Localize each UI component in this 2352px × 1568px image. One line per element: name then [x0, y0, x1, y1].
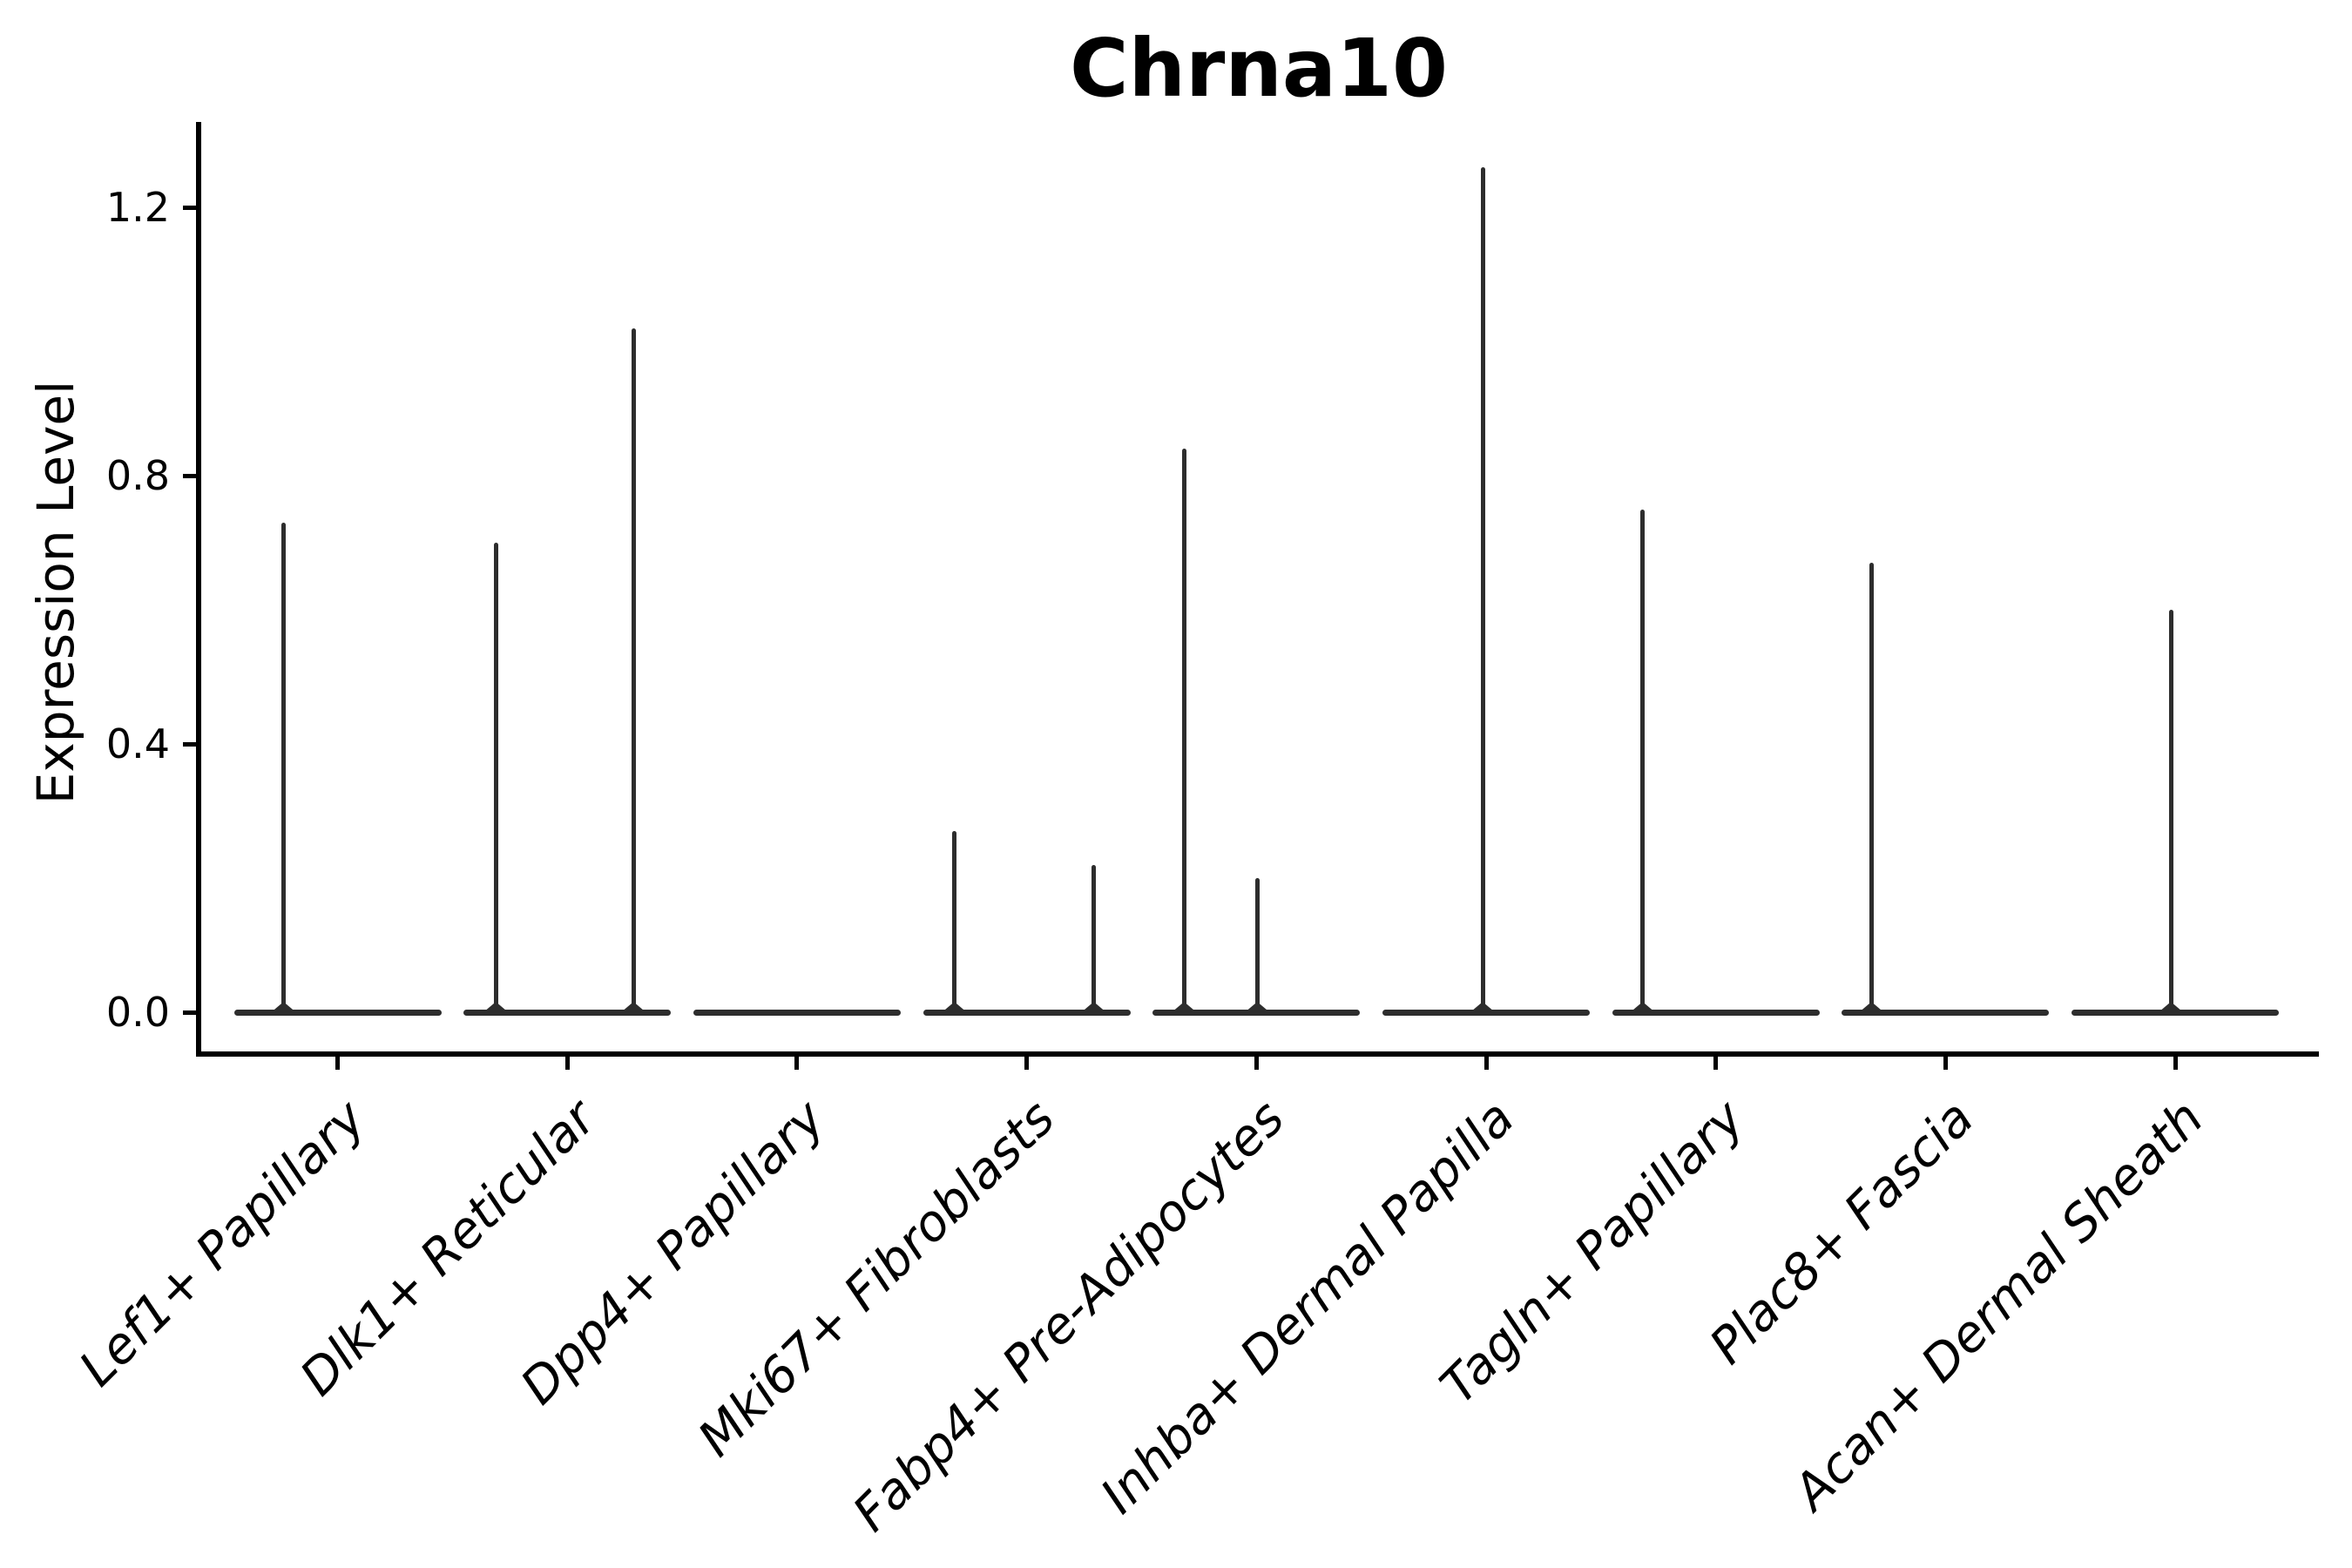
violin-spike: [1254, 878, 1260, 1012]
violin-spike: [952, 831, 957, 1012]
violin-baseline: [923, 1010, 1131, 1016]
violin-spike-flare: [484, 1004, 508, 1011]
y-tick-label: 0.8: [105, 452, 170, 499]
violin-spike: [493, 543, 498, 1012]
chart-title: Chrna10: [1070, 22, 1448, 115]
violin-baseline: [2072, 1010, 2280, 1016]
x-tick: [1713, 1057, 1719, 1070]
violin-spike-flare: [2159, 1004, 2183, 1011]
violin-spike: [631, 328, 636, 1012]
x-tick-label: Fabp4+ Pre-Adipocytes: [842, 1089, 1296, 1543]
violin-baseline: [693, 1010, 901, 1016]
violin-spike: [1092, 864, 1097, 1012]
violin-spike-flare: [622, 1004, 645, 1011]
y-tick: [183, 206, 196, 210]
x-tick-label: Acan+ Dermal Sheath: [1782, 1089, 2215, 1522]
violin-spike-flare: [272, 1004, 295, 1011]
violin-baseline: [1612, 1010, 1820, 1016]
violin-baseline: [463, 1010, 672, 1016]
x-tick: [794, 1057, 800, 1070]
violin-baseline: [1152, 1010, 1361, 1016]
violin-spike-flare: [1082, 1004, 1105, 1011]
violin-baseline: [1842, 1010, 2050, 1016]
violin-baseline: [233, 1010, 442, 1016]
x-tick: [564, 1057, 570, 1070]
violin-spike: [2168, 610, 2173, 1012]
violin-spike-flare: [943, 1004, 966, 1011]
violin-spike: [1640, 509, 1646, 1012]
y-axis-spine: [196, 122, 201, 1057]
violin-spike-flare: [1246, 1004, 1269, 1011]
x-tick: [1484, 1057, 1489, 1070]
x-tick: [335, 1057, 340, 1070]
violin-spike: [1480, 166, 1485, 1012]
x-axis-spine: [196, 1051, 2319, 1057]
y-tick: [183, 742, 196, 747]
violin-spike: [1869, 563, 1874, 1012]
x-tick: [2173, 1057, 2178, 1070]
violin-spike-flare: [1471, 1004, 1494, 1011]
y-tick: [183, 474, 196, 478]
violin-baseline: [1382, 1010, 1590, 1016]
y-tick-label: 0.4: [105, 720, 170, 767]
x-tick-label: Inhba+ Dermal Papilla: [1090, 1089, 1526, 1525]
y-tick-label: 0.0: [105, 989, 170, 1036]
violin-spike-flare: [1173, 1004, 1196, 1011]
y-axis-label: Expression Level: [26, 380, 85, 805]
y-tick-label: 1.2: [105, 184, 170, 231]
violin-spike-flare: [1860, 1004, 1883, 1011]
x-tick: [1943, 1057, 1948, 1070]
violin-spike: [1181, 449, 1186, 1012]
violin-spike: [281, 522, 286, 1012]
x-tick: [1254, 1057, 1259, 1070]
x-tick: [1024, 1057, 1030, 1070]
y-tick: [183, 1010, 196, 1015]
violin-spike-flare: [1631, 1004, 1654, 1011]
